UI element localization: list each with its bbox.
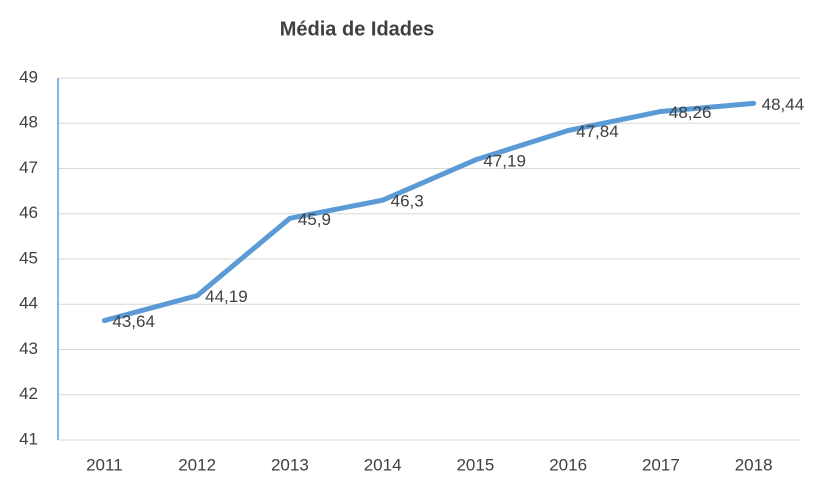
x-tick-label: 2012 <box>178 455 216 474</box>
chart-title: Média de Idades <box>280 18 435 40</box>
x-tick-label: 2013 <box>271 455 309 474</box>
x-tick-label: 2018 <box>735 455 773 474</box>
data-label: 47,84 <box>576 122 619 141</box>
data-label: 43,64 <box>112 312 155 331</box>
y-tick-label: 47 <box>19 158 38 177</box>
y-tick-label: 42 <box>19 384 38 403</box>
y-tick-label: 43 <box>19 339 38 358</box>
x-tick-label: 2015 <box>456 455 494 474</box>
y-tick-label: 48 <box>19 113 38 132</box>
line-series <box>101 100 757 324</box>
data-label: 46,3 <box>391 192 424 211</box>
y-tick-label: 49 <box>19 67 38 86</box>
x-tick-label: 2016 <box>549 455 587 474</box>
x-tick-label: 2011 <box>86 455 123 474</box>
x-tick-label: 2017 <box>642 455 680 474</box>
y-tick-label: 46 <box>19 203 38 222</box>
data-label: 48,26 <box>669 103 712 122</box>
y-tick-label: 44 <box>19 294 38 313</box>
y-tick-label: 41 <box>19 429 38 448</box>
y-tick-label: 45 <box>19 248 38 267</box>
data-label: 48,44 <box>762 95 805 114</box>
data-label: 47,19 <box>483 151 526 170</box>
data-label: 44,19 <box>205 287 248 306</box>
data-label: 45,9 <box>298 210 331 229</box>
x-tick-label: 2014 <box>364 455 402 474</box>
